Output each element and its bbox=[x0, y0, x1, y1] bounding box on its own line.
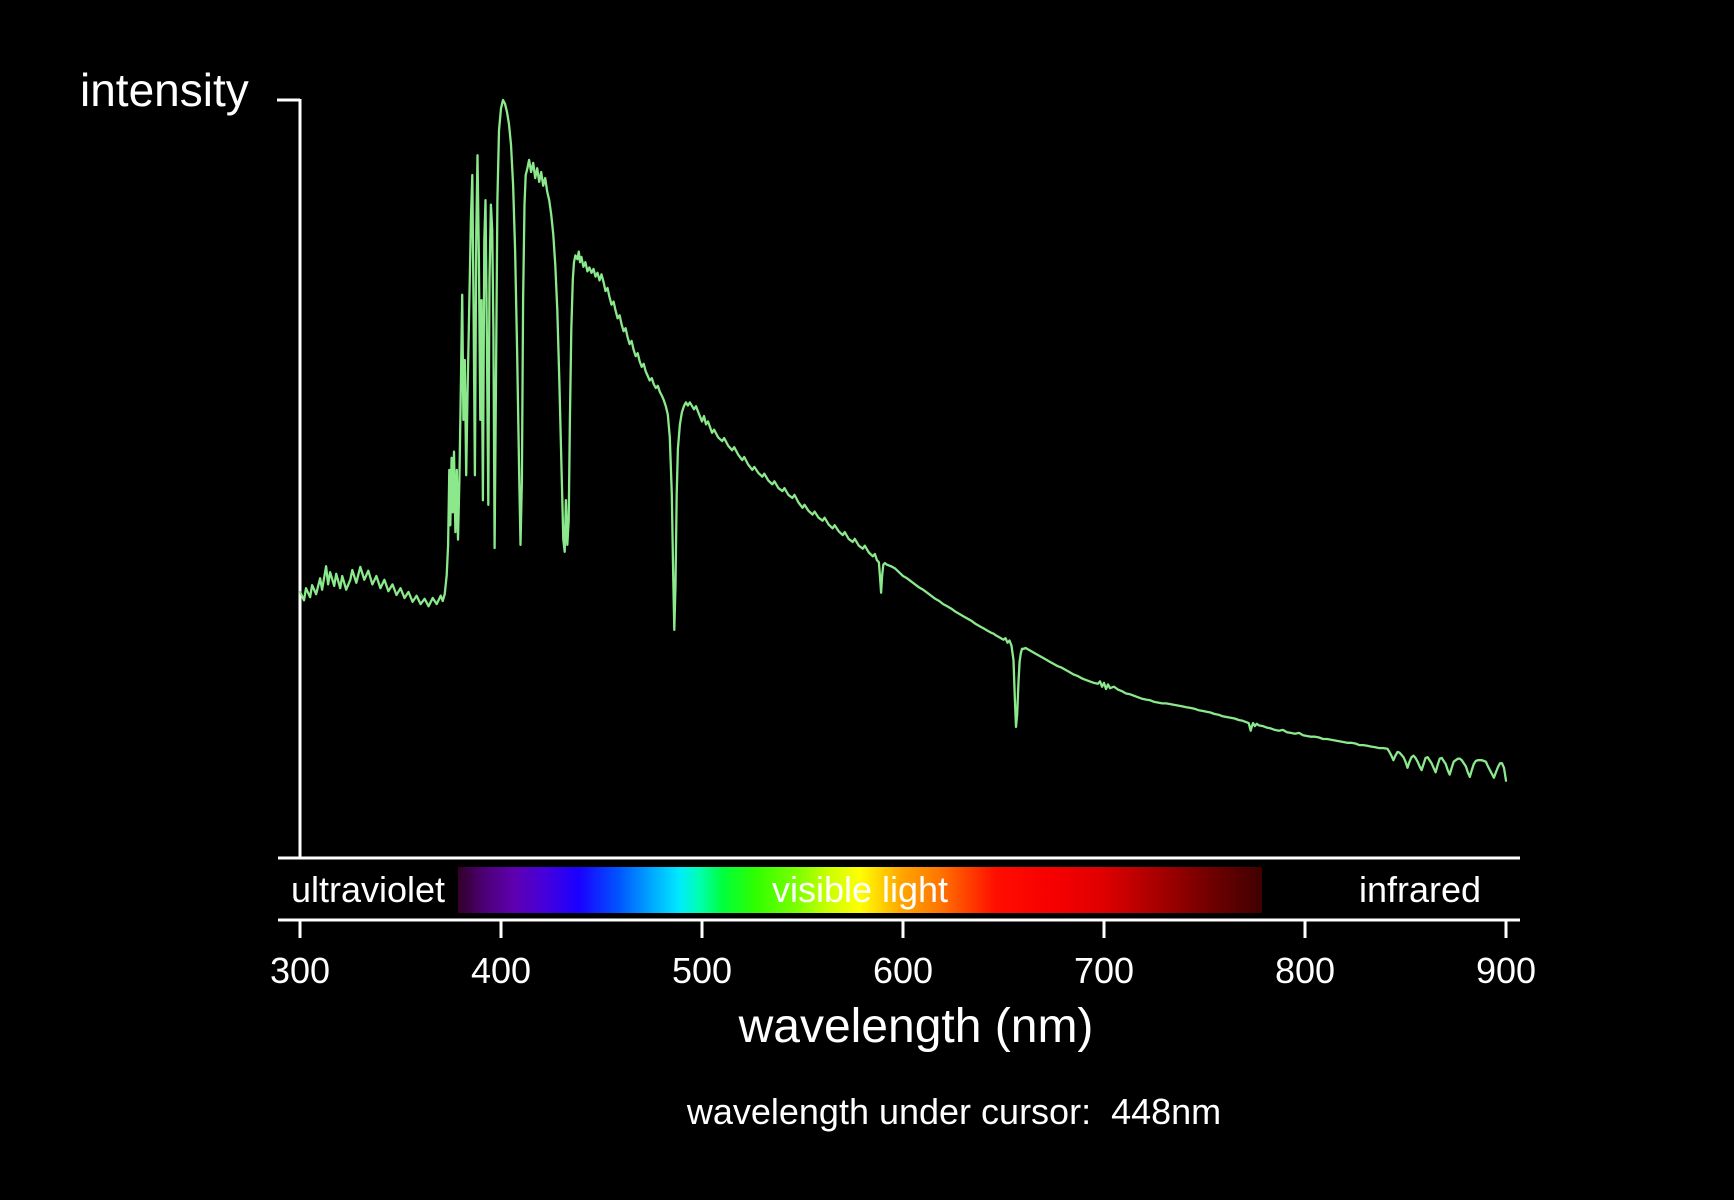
x-axis-ticks bbox=[298, 920, 1508, 938]
cursor-wavelength-readout: wavelength under cursor: 448nm bbox=[687, 1091, 1221, 1133]
visible-spectrum-gradient-bar: visible light bbox=[458, 867, 1262, 913]
x-tick-label: 700 bbox=[1073, 950, 1135, 991]
y-axis-title: intensity bbox=[80, 64, 249, 116]
x-tick-label: 900 bbox=[1475, 950, 1537, 991]
region-label-visible-light: visible light bbox=[771, 869, 949, 910]
status-label: wavelength under cursor: bbox=[686, 1091, 1092, 1132]
intensity-curve bbox=[298, 98, 1508, 782]
x-tick-label: 500 bbox=[671, 950, 733, 991]
region-label-infrared: infrared bbox=[1358, 869, 1482, 910]
x-tick-label: 300 bbox=[269, 950, 331, 991]
x-axis-title: wavelength (nm) bbox=[738, 1000, 1094, 1053]
x-tick-label: 800 bbox=[1274, 950, 1336, 991]
status-value: 448nm bbox=[1111, 1091, 1222, 1132]
x-tick-label: 400 bbox=[470, 950, 532, 991]
region-label-ultraviolet: ultraviolet bbox=[290, 869, 446, 910]
x-tick-label: 600 bbox=[872, 950, 934, 991]
